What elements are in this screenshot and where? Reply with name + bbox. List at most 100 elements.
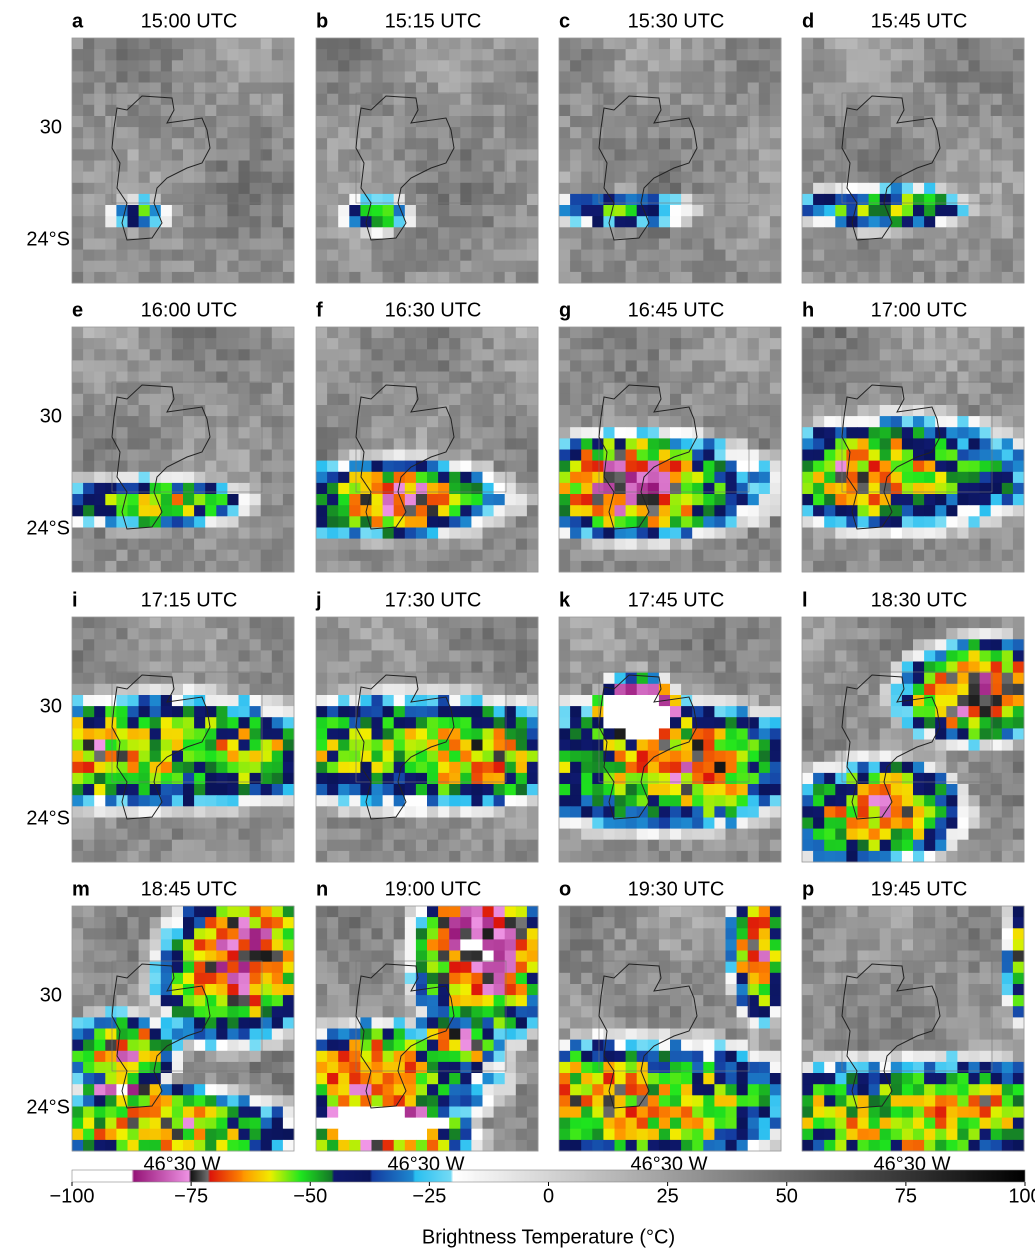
pixel: [581, 762, 593, 774]
pixel: [405, 461, 417, 473]
pixel: [416, 94, 428, 106]
pixel: [427, 338, 439, 350]
pixel: [592, 662, 604, 674]
pixel: [83, 550, 95, 562]
pixel: [116, 650, 128, 662]
pixel: [250, 516, 262, 528]
pixel: [105, 250, 117, 262]
pixel: [648, 717, 660, 729]
pixel: [327, 105, 339, 117]
pixel: [1013, 505, 1025, 517]
pixel: [194, 383, 206, 395]
pixel: [748, 818, 760, 830]
pixel: [626, 372, 638, 384]
pixel: [183, 116, 195, 128]
pixel: [880, 450, 892, 462]
pixel: [692, 673, 704, 685]
pixel: [128, 684, 140, 696]
pixel: [737, 94, 749, 106]
pixel: [770, 138, 782, 150]
pixel: [869, 338, 881, 350]
pixel: [338, 784, 350, 796]
pixel: [637, 327, 649, 339]
pixel: [205, 383, 217, 395]
pixel: [835, 261, 847, 273]
pixel: [527, 472, 539, 484]
pixel: [924, 617, 936, 629]
pixel: [913, 394, 925, 406]
pixel: [183, 728, 195, 740]
pixel: [460, 795, 472, 807]
pixel: [527, 227, 539, 239]
pixel: [737, 427, 749, 439]
pixel: [748, 516, 760, 528]
pixel: [659, 472, 671, 484]
pixel: [737, 818, 749, 830]
pixel: [438, 550, 450, 562]
pixel: [383, 161, 395, 173]
pixel: [438, 528, 450, 540]
pixel: [703, 673, 715, 685]
pixel: [659, 561, 671, 573]
pixel: [824, 561, 836, 573]
pixel: [483, 172, 495, 184]
pixel: [913, 472, 925, 484]
pixel: [383, 172, 395, 184]
pixel: [714, 149, 726, 161]
pixel: [405, 349, 417, 361]
pixel: [603, 116, 615, 128]
pixel: [858, 617, 870, 629]
pixel: [846, 394, 858, 406]
pixel: [139, 360, 151, 372]
pixel: [637, 349, 649, 361]
pixel: [438, 272, 450, 284]
pixel: [394, 383, 406, 395]
pixel: [261, 728, 273, 740]
pixel: [283, 639, 295, 651]
pixel: [105, 628, 117, 640]
pixel: [527, 773, 539, 785]
pixel: [250, 472, 262, 484]
pixel: [94, 673, 106, 685]
pixel: [216, 818, 228, 830]
pixel: [824, 38, 836, 50]
pixel: [383, 49, 395, 61]
pixel: [94, 116, 106, 128]
pixel: [283, 127, 295, 139]
pixel: [1013, 483, 1025, 495]
pixel: [372, 762, 384, 774]
pixel: [637, 450, 649, 462]
panel-letter: d: [802, 10, 814, 32]
pixel: [516, 194, 528, 206]
pixel: [94, 695, 106, 707]
pixel: [714, 227, 726, 239]
pixel: [703, 628, 715, 640]
pixel: [603, 561, 615, 573]
pixel: [161, 717, 173, 729]
pixel: [527, 806, 539, 818]
pixel: [139, 639, 151, 651]
pixel: [394, 751, 406, 763]
pixel: [261, 829, 273, 841]
pixel: [72, 461, 84, 473]
pixel: [924, 183, 936, 195]
pixel: [239, 205, 251, 217]
pixel: [835, 561, 847, 573]
pixel: [703, 662, 715, 674]
pixel: [471, 650, 483, 662]
pixel: [770, 183, 782, 195]
pixel: [383, 116, 395, 128]
pixel: [360, 740, 372, 752]
pixel: [372, 650, 384, 662]
pixel: [239, 840, 251, 852]
pixel: [205, 650, 217, 662]
pixel: [748, 483, 760, 495]
pixel: [637, 695, 649, 707]
pixel: [891, 327, 903, 339]
pixel: [969, 405, 981, 417]
pixel: [913, 194, 925, 206]
pixel: [316, 706, 328, 718]
pixel: [1002, 383, 1014, 395]
pixel: [880, 628, 892, 640]
pixel: [72, 416, 84, 428]
